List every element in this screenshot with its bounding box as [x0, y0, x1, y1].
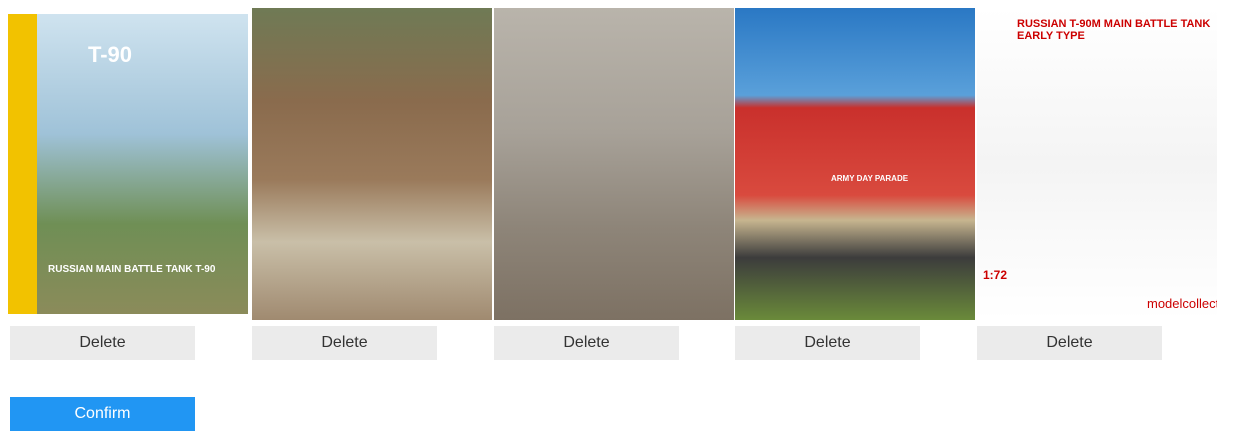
- image-caption: ARMY DAY PARADE: [831, 174, 909, 183]
- image-thumbnail: [494, 8, 734, 320]
- image-caption: modelcollect: [1147, 296, 1217, 311]
- delete-button[interactable]: Delete: [252, 326, 437, 360]
- image-caption: RUSSIAN T-90M MAIN BATTLE TANK EARLY TYP…: [1017, 18, 1211, 42]
- image-thumbnail: ARMY DAY PARADE: [735, 8, 975, 320]
- image-thumbnail: T-90 RUSSIAN MAIN BATTLE TANK T-90: [8, 14, 248, 314]
- delete-button[interactable]: Delete: [977, 326, 1162, 360]
- confirm-button[interactable]: Confirm: [10, 397, 195, 431]
- delete-button[interactable]: Delete: [10, 326, 195, 360]
- image-caption: RUSSIAN MAIN BATTLE TANK T-90: [48, 264, 216, 275]
- image-caption: 1:72: [983, 268, 1008, 282]
- image-caption: T-90: [88, 42, 133, 67]
- image-thumbnail: [252, 8, 492, 320]
- delete-button[interactable]: Delete: [735, 326, 920, 360]
- delete-button[interactable]: Delete: [494, 326, 679, 360]
- image-thumbnail: RUSSIAN T-90M MAIN BATTLE TANK EARLY TYP…: [977, 8, 1217, 320]
